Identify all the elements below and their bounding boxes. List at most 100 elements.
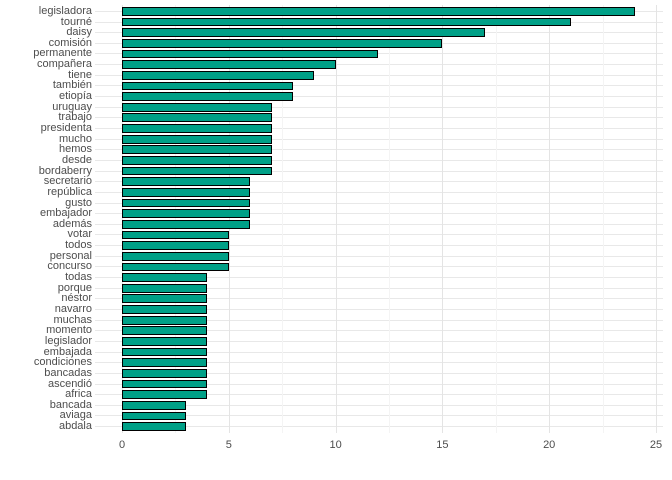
horizontal-gridline: [95, 223, 663, 225]
bar-tourné: [122, 17, 571, 27]
horizontal-gridline: [95, 85, 663, 87]
plot-panel: [95, 5, 663, 433]
y-tick-label: bordaberry: [38, 164, 92, 177]
horizontal-gridline: [95, 394, 663, 396]
vertical-minor-gridline: [389, 5, 390, 433]
y-tick-label: mucho: [58, 132, 92, 145]
bar-secretario: [122, 177, 251, 187]
horizontal-gridline: [95, 298, 663, 300]
horizontal-gridline: [95, 426, 663, 428]
bar-permanente: [122, 49, 379, 59]
bar-todas: [122, 273, 208, 282]
x-tick-label: 5: [225, 439, 232, 451]
horizontal-gridline: [95, 191, 663, 193]
y-tick-label: compañera: [36, 58, 92, 71]
bar-ascendió: [122, 379, 208, 389]
bar-abdala: [122, 422, 187, 431]
y-tick-label: permanente: [33, 47, 92, 60]
horizontal-gridline: [95, 96, 663, 98]
bar-personal: [122, 251, 229, 261]
y-tick-label: néstor: [61, 292, 92, 305]
bar-embajador: [122, 209, 251, 219]
horizontal-gridline: [95, 106, 663, 108]
y-tick-label: todas: [65, 271, 92, 284]
horizontal-gridline: [95, 213, 663, 215]
horizontal-gridline: [95, 170, 663, 172]
x-tick-label: 25: [649, 439, 663, 451]
y-tick-label: legisladora: [38, 4, 92, 17]
vertical-minor-gridline: [495, 5, 497, 433]
y-tick-label: república: [47, 185, 92, 198]
bar-compañera: [122, 60, 336, 70]
vertical-minor-gridline: [602, 5, 604, 433]
horizontal-gridline: [95, 351, 663, 353]
vertical-major-gridline: [656, 5, 657, 433]
y-tick-label: todos: [65, 239, 92, 252]
y-tick-label: etiopía: [58, 90, 92, 103]
horizontal-gridline: [95, 255, 663, 257]
horizontal-gridline: [95, 149, 663, 151]
bar-bordaberry: [122, 166, 272, 176]
bar-africa: [122, 390, 208, 400]
horizontal-gridline: [95, 362, 663, 364]
y-tick-label: tiene: [68, 68, 92, 81]
bar-navarro: [122, 305, 208, 314]
horizontal-gridline: [95, 266, 663, 268]
horizontal-gridline: [95, 138, 663, 140]
horizontal-gridline: [95, 64, 663, 66]
y-tick-label: comisión: [48, 36, 92, 49]
horizontal-gridline: [95, 287, 663, 289]
y-tick-label: trabajo: [58, 111, 92, 124]
vertical-major-gridline: [335, 5, 337, 433]
vertical-minor-gridline: [175, 5, 177, 433]
bar-república: [122, 187, 251, 197]
horizontal-gridline: [95, 319, 663, 321]
bar-muchas: [122, 315, 208, 325]
y-tick-label: navarro: [54, 302, 92, 315]
bar-momento: [122, 326, 208, 336]
horizontal-gridline: [95, 117, 663, 119]
horizontal-gridline: [95, 234, 663, 236]
y-tick-label: porque: [57, 281, 92, 294]
y-tick-label: momento: [46, 324, 92, 337]
y-tick-label: embajada: [43, 345, 92, 358]
y-tick-label: bancadas: [44, 366, 92, 379]
x-tick-label: 0: [118, 439, 126, 451]
y-tick-label: africa: [65, 388, 92, 401]
horizontal-gridline: [95, 340, 663, 342]
horizontal-gridline: [95, 330, 663, 332]
horizontal-gridline: [95, 128, 663, 129]
y-tick-label: presidenta: [40, 122, 92, 134]
y-tick-label: aviaga: [59, 409, 92, 422]
y-tick-label: concurso: [47, 260, 92, 273]
y-tick-label: daisy: [66, 26, 92, 39]
y-tick-label: secretario: [43, 175, 92, 188]
vertical-major-gridline: [122, 5, 123, 433]
bar-gusto: [122, 198, 251, 208]
vertical-major-gridline: [228, 5, 230, 433]
horizontal-gridline: [95, 202, 663, 204]
bar-además: [122, 219, 251, 229]
y-tick-label: votar: [67, 228, 92, 241]
bar-néstor: [122, 294, 208, 304]
x-tick-label: 20: [543, 439, 556, 451]
bar-concurso: [122, 262, 229, 272]
bar-trabajo: [122, 113, 272, 123]
bar-uruguay: [122, 102, 272, 112]
bar-condiciones: [122, 358, 208, 368]
y-tick-label: muchas: [53, 313, 92, 326]
y-tick-label: hemos: [58, 143, 92, 156]
y-tick-label: abdala: [58, 420, 92, 433]
bar-presidenta: [122, 124, 272, 133]
y-tick-label: gusto: [65, 196, 92, 209]
y-tick-label: uruguay: [52, 100, 92, 113]
bar-todos: [122, 241, 229, 250]
bar-votar: [122, 230, 229, 240]
bar-tiene: [122, 70, 315, 80]
bar-mucho: [122, 134, 272, 144]
y-tick-label: condiciones: [33, 356, 92, 369]
y-tick-label: personal: [49, 249, 92, 262]
bar-bancada: [122, 400, 187, 410]
y-tick-label: tourné: [60, 15, 92, 28]
bar-comisión: [122, 38, 443, 48]
